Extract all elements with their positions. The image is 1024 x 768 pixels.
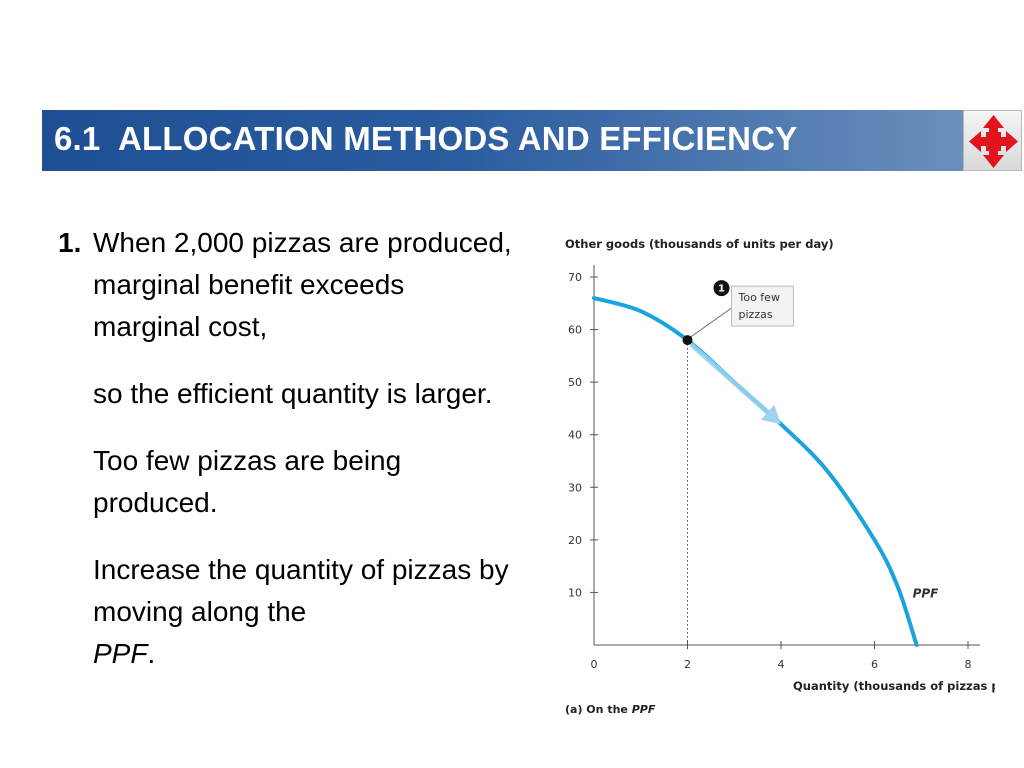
paragraph-4: Increase the quantity of pizzas by movin…	[93, 549, 518, 675]
four-arrows-icon	[969, 115, 1018, 168]
page-title: 6.1 ALLOCATION METHODS AND EFFICIENCY	[54, 120, 798, 157]
y-tick-label: 40	[568, 429, 582, 442]
callout-line	[690, 307, 732, 338]
x-tick-label: 8	[965, 658, 972, 671]
title-bar: 6.1 ALLOCATION METHODS AND EFFICIENCY	[42, 110, 965, 171]
x-tick-label: 2	[684, 658, 691, 671]
y-tick-label: 30	[568, 481, 582, 494]
y-tick-label: 60	[568, 324, 582, 337]
callout-text-line-1: Too few	[738, 291, 780, 304]
arrow-head	[760, 404, 781, 425]
text-column: 1. When 2,000 pizzas are produced, margi…	[58, 222, 518, 700]
y-tick-label: 50	[568, 376, 582, 389]
ppf-chart: Other goods (thousands of units per day)…	[565, 237, 995, 716]
paragraph-3: Too few pizzas are being produced.	[93, 445, 402, 518]
x-tick-label: 0	[591, 658, 598, 671]
caption-prefix: (a) On the	[565, 703, 632, 716]
y-tick-label: 10	[568, 586, 582, 599]
paragraph-2: so the efficient quantity is larger.	[93, 378, 493, 409]
paragraph-4-italic: PPF	[93, 638, 148, 669]
y-tick-label: 70	[568, 271, 582, 284]
paragraph-4-end: .	[147, 638, 156, 669]
chart-caption: (a) On the PPF	[565, 703, 656, 716]
x-tick-label: 4	[778, 658, 785, 671]
navigation-button[interactable]	[963, 110, 1022, 171]
y-axis-label: Other goods (thousands of units per day)	[565, 237, 834, 251]
marker-badge	[713, 280, 730, 297]
series-label-ppf: PPF	[913, 586, 940, 600]
paragraph-1: When 2,000 pizzas are produced, marginal…	[93, 227, 512, 342]
caption-italic: PPF	[632, 703, 656, 716]
movement-arrow	[689, 342, 771, 415]
marker-number: 1	[718, 284, 725, 295]
y-tick-label: 20	[568, 534, 582, 547]
paragraph-4-text: Increase the quantity of pizzas by movin…	[93, 554, 509, 627]
callout-box	[731, 285, 794, 327]
callout-text-line-2: pizzas	[739, 308, 773, 321]
ppf-curve	[592, 296, 919, 647]
item-number: 1.	[58, 227, 82, 258]
data-point	[682, 335, 693, 346]
x-tick-label: 6	[871, 658, 878, 671]
x-axis-label: Quantity (thousands of pizzas per day)	[793, 679, 995, 693]
